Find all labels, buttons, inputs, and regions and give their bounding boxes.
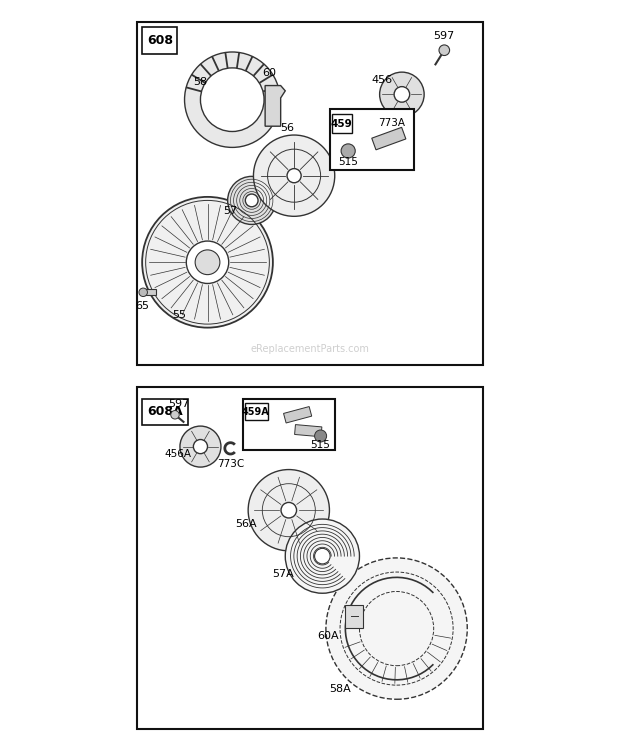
Circle shape xyxy=(193,440,208,454)
Text: 597: 597 xyxy=(433,31,455,41)
Text: 58A: 58A xyxy=(329,684,351,693)
Text: 55: 55 xyxy=(172,310,186,320)
Text: 459: 459 xyxy=(331,119,353,129)
Circle shape xyxy=(287,169,301,183)
Text: 58: 58 xyxy=(193,77,208,87)
Circle shape xyxy=(139,288,148,297)
Text: 56: 56 xyxy=(280,123,294,133)
FancyBboxPatch shape xyxy=(245,403,268,420)
Circle shape xyxy=(341,144,355,158)
Circle shape xyxy=(170,411,179,419)
Circle shape xyxy=(248,469,329,551)
Polygon shape xyxy=(345,605,363,628)
Polygon shape xyxy=(283,406,312,423)
FancyBboxPatch shape xyxy=(243,399,335,450)
Text: eReplacementParts.com: eReplacementParts.com xyxy=(250,344,370,354)
Text: 65: 65 xyxy=(135,301,149,312)
Circle shape xyxy=(186,241,229,283)
Circle shape xyxy=(394,86,410,102)
Circle shape xyxy=(180,426,221,467)
Circle shape xyxy=(314,548,330,564)
Circle shape xyxy=(379,72,424,117)
Text: 456: 456 xyxy=(372,75,393,86)
FancyBboxPatch shape xyxy=(137,387,483,729)
Circle shape xyxy=(281,502,296,518)
Polygon shape xyxy=(265,86,285,126)
Circle shape xyxy=(314,430,327,442)
Circle shape xyxy=(185,52,280,147)
Polygon shape xyxy=(372,127,406,150)
Circle shape xyxy=(200,68,264,132)
FancyBboxPatch shape xyxy=(142,28,177,54)
Text: 60A: 60A xyxy=(317,631,339,641)
Text: 456A: 456A xyxy=(164,449,191,458)
Text: 773A: 773A xyxy=(378,118,405,128)
Text: 515: 515 xyxy=(311,440,330,450)
Circle shape xyxy=(195,250,220,275)
Text: 608: 608 xyxy=(147,33,173,47)
FancyBboxPatch shape xyxy=(142,399,188,426)
FancyBboxPatch shape xyxy=(332,114,352,133)
Circle shape xyxy=(326,558,467,699)
Polygon shape xyxy=(144,289,156,295)
Circle shape xyxy=(246,194,258,207)
Text: 56A: 56A xyxy=(236,519,257,529)
Circle shape xyxy=(439,45,450,56)
Text: 597: 597 xyxy=(169,400,190,409)
Text: 57: 57 xyxy=(223,206,237,216)
Text: 57A: 57A xyxy=(273,569,294,579)
Circle shape xyxy=(254,135,335,217)
Polygon shape xyxy=(294,425,322,437)
Circle shape xyxy=(285,519,360,593)
Circle shape xyxy=(142,197,273,327)
Text: 515: 515 xyxy=(339,156,358,167)
FancyBboxPatch shape xyxy=(330,109,414,170)
Text: 773C: 773C xyxy=(217,459,244,469)
Text: 459A: 459A xyxy=(242,407,270,417)
Text: 60: 60 xyxy=(262,68,277,78)
Circle shape xyxy=(228,176,276,225)
FancyBboxPatch shape xyxy=(137,22,483,365)
Text: 608A: 608A xyxy=(148,405,183,418)
